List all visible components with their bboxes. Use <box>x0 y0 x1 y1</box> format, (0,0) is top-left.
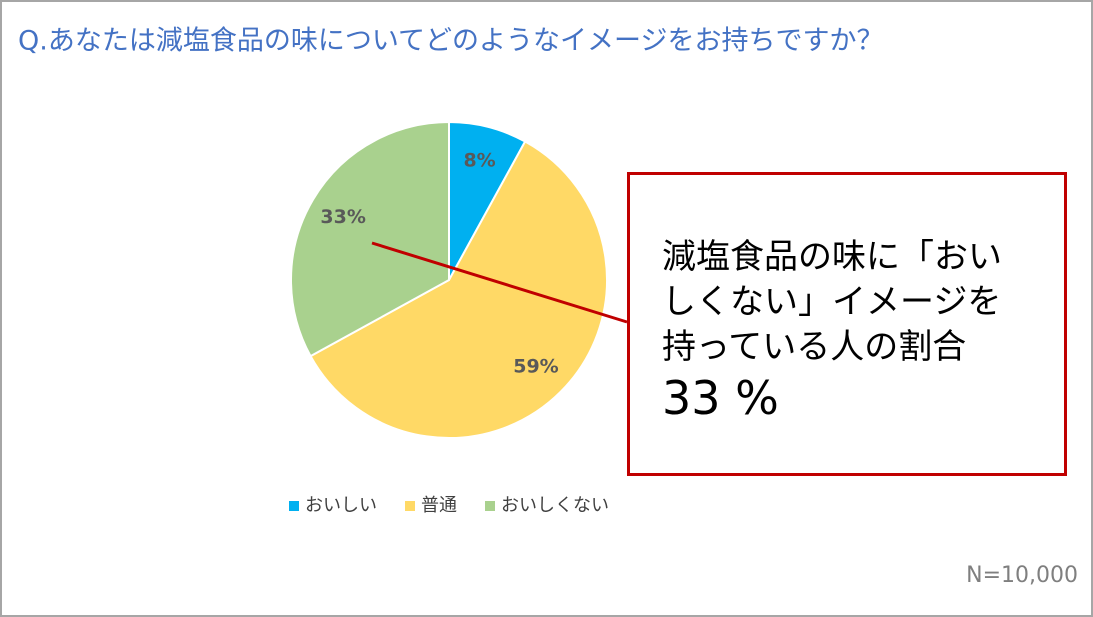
chart-title: Q.あなたは減塩食品の味についてどのようなイメージをお持ちですか？ <box>18 26 883 57</box>
pie-slice <box>290 120 450 358</box>
pie-slice <box>309 140 608 439</box>
data-label: 33% <box>320 206 365 228</box>
legend-swatch <box>405 501 415 511</box>
annotation-value: 33 % <box>662 371 779 425</box>
legend-swatch <box>485 501 495 511</box>
legend-label: おいしい <box>305 495 377 516</box>
leader-line <box>371 241 628 324</box>
data-label: 59% <box>513 355 558 377</box>
sample-note: N=10,000 <box>966 563 1078 588</box>
annotation-box: 減塩食品の味に「おいしくない」イメージを持っている人の割合 33 % <box>627 172 1067 476</box>
annotation-text: 減塩食品の味に「おいしくない」イメージを持っている人の割合 <box>662 237 1002 367</box>
legend-label: 普通 <box>421 495 457 516</box>
legend-swatch <box>289 501 299 511</box>
legend-label: おいしくない <box>501 495 609 516</box>
data-label: 8% <box>463 149 495 171</box>
